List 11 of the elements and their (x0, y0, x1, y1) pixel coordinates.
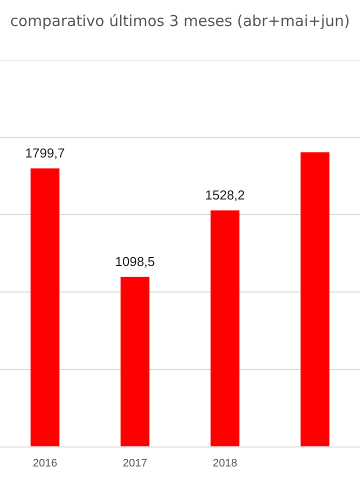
x-tick-label: 2018 (212, 457, 238, 470)
chart-title: comparativo últimos 3 meses (abr+mai+jun) (9, 12, 351, 30)
bar (300, 152, 330, 446)
x-tick-label: 2017 (122, 457, 148, 470)
data-label: 1799,7 (25, 145, 65, 160)
x-tick-label: 2016 (32, 457, 58, 470)
bar (210, 210, 240, 446)
data-label: 1098,5 (115, 254, 155, 269)
data-label: 1528,2 (205, 187, 245, 202)
bar (30, 168, 60, 446)
bar (120, 276, 150, 446)
